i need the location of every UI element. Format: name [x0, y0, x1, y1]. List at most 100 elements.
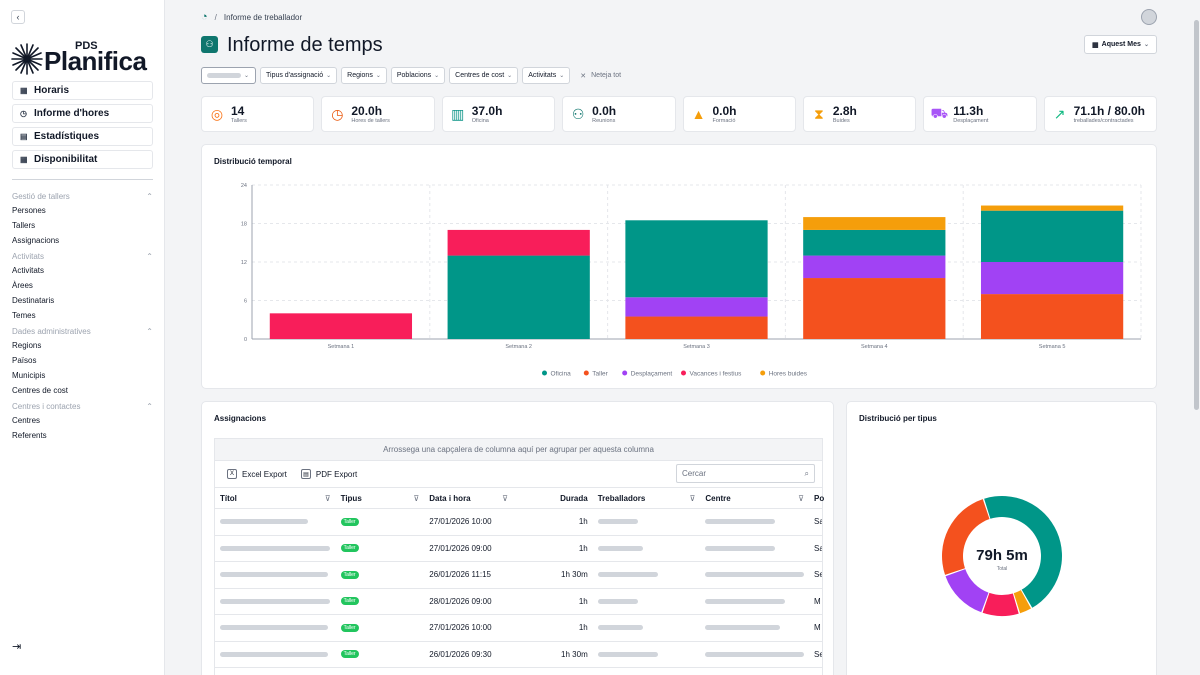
excel-export-button[interactable]: X Excel Export: [227, 469, 287, 479]
nav-municipis[interactable]: Municipis: [12, 371, 46, 380]
table-row[interactable]: Taller 26/01/2026 09:30 1h 30m Se: [215, 642, 822, 668]
bar-segment[interactable]: [980, 262, 1124, 295]
bar-segment[interactable]: [803, 255, 946, 279]
filter-activitats[interactable]: Activitats ⌄: [522, 67, 571, 84]
filter-regions[interactable]: Regions ⌄: [341, 67, 387, 84]
filter-icon[interactable]: ⊽: [413, 493, 420, 503]
logout-icon[interactable]: ⇥: [12, 641, 22, 653]
bar-segment[interactable]: [447, 229, 590, 256]
graduation-icon: ▲: [691, 106, 706, 122]
kpi-treballades: ↗ 71.1h / 80.0h treballades/contractades: [1043, 96, 1157, 132]
nav-paisos[interactable]: Països: [12, 356, 37, 365]
nav-arees[interactable]: Àrees: [12, 281, 33, 290]
period-select[interactable]: ▦ Aquest Mes ⌄: [1084, 35, 1157, 54]
bar-segment[interactable]: [625, 220, 768, 298]
table-row[interactable]: Taller 27/01/2026 09:00 1h Sa: [215, 536, 822, 562]
filter-tipus-assignacio[interactable]: Tipus d'assignació ⌄: [260, 67, 338, 84]
kpi-oficina: ▥ 37.0h Oficina: [441, 96, 556, 132]
filter-icon[interactable]: ⊽: [324, 493, 331, 503]
table-row[interactable]: Taller 28/01/2026 09:00 1h M: [215, 589, 822, 615]
legend-label[interactable]: Vacances i festius: [690, 371, 743, 378]
donut-slice[interactable]: [942, 499, 990, 575]
bar-segment[interactable]: [980, 294, 1124, 339]
bar-segment[interactable]: [980, 210, 1124, 262]
bar-segment[interactable]: [803, 229, 946, 256]
cell-datetime: 27/01/2026 10:00: [429, 517, 492, 527]
nav-estadistiques[interactable]: ▤ Estadístiques: [12, 127, 153, 146]
nav-regions[interactable]: Regions: [12, 341, 42, 350]
col-centre[interactable]: Centre ⊽: [700, 488, 809, 508]
nav-informe-hores[interactable]: ◷ Informe d'hores: [12, 104, 153, 123]
legend-label[interactable]: Oficina: [551, 371, 572, 378]
col-durada[interactable]: Durada: [513, 488, 593, 508]
col-titol[interactable]: Títol ⊽: [215, 488, 336, 508]
bar-segment[interactable]: [803, 217, 946, 230]
legend-label[interactable]: Hores buides: [769, 371, 808, 378]
kpi-value: 11.3h: [953, 103, 984, 118]
filter-worker[interactable]: ⌄: [201, 67, 256, 84]
col-po[interactable]: Po: [809, 488, 824, 508]
col-treballadors[interactable]: Treballadors ⊽: [593, 488, 701, 508]
filter-icon[interactable]: ⊽: [689, 493, 696, 503]
filter-poblacions[interactable]: Poblacions ⌄: [390, 67, 446, 84]
nav-centres[interactable]: Centres: [12, 416, 41, 425]
group-gestio-tallers[interactable]: Gestió de tallers ⌃: [12, 190, 153, 203]
donut-slice[interactable]: [984, 496, 1062, 608]
pdf-export-button[interactable]: ▤ PDF Export: [300, 469, 357, 479]
scrollbar-thumb[interactable]: [1194, 20, 1199, 410]
kpi-value: 71.1h / 80.0h: [1073, 103, 1145, 118]
legend-label[interactable]: Taller: [592, 371, 608, 378]
nav-persones[interactable]: Persones: [12, 206, 46, 215]
bar-chart: 0 6 12 18 24 Setmana 1 Setmana 2 Setmana 3 Setma…: [241, 183, 1142, 378]
home-logo-icon[interactable]: ◔: [201, 11, 208, 23]
donut-slice[interactable]: [982, 592, 1019, 616]
kpi-value: 20.0h: [351, 103, 383, 118]
breadcrumb-current: Informe de treballador: [223, 12, 303, 22]
avatar[interactable]: [1141, 9, 1157, 25]
legend-label[interactable]: Desplaçament: [631, 371, 673, 378]
car-icon: ⛟: [930, 104, 949, 121]
donut-slice[interactable]: [1013, 590, 1032, 614]
collapse-sidebar-button[interactable]: ‹: [11, 10, 25, 24]
filter-centres-cost[interactable]: Centres de cost ⌄: [449, 67, 519, 84]
bar-segment[interactable]: [803, 278, 946, 339]
table-row[interactable]: Taller 27/01/2026 10:00 1h M: [215, 615, 822, 642]
bar-segment[interactable]: [447, 255, 590, 339]
clear-filters-button[interactable]: ✕ Neteja tot: [580, 72, 621, 80]
nav-destinataris[interactable]: Destinataris: [12, 296, 55, 305]
group-centres-contactes[interactable]: Centres i contactes ⌃: [12, 400, 153, 413]
nav-assignacions[interactable]: Assignacions: [12, 236, 60, 245]
nav-label: Estadístiques: [34, 131, 100, 142]
nav-disponibilitat[interactable]: ▦ Disponibilitat: [12, 150, 153, 169]
cell-duration: 1h 30m: [561, 570, 588, 580]
nav-centres-cost[interactable]: Centres de cost: [12, 386, 69, 395]
donut-slice[interactable]: [945, 569, 989, 613]
group-activitats[interactable]: Activitats ⌃: [12, 250, 153, 263]
bar-segment[interactable]: [980, 205, 1124, 211]
redacted-value: [597, 545, 643, 551]
bar-segment[interactable]: [625, 297, 768, 317]
bar-segment[interactable]: [625, 316, 768, 339]
group-drop-zone[interactable]: Arrossega una capçalera de columna aquí …: [215, 439, 822, 461]
table-header: Títol ⊽ Tipus ⊽ Data i hora ⊽ Durada Trebal…: [215, 487, 824, 509]
col-tipus[interactable]: Tipus ⊽: [336, 488, 425, 508]
filter-icon[interactable]: ⊽: [502, 493, 508, 503]
cell-type: Taller: [336, 642, 425, 668]
excel-label: Excel Export: [242, 469, 287, 479]
nav-activitats[interactable]: Activitats: [12, 266, 45, 275]
bar-segment[interactable]: [269, 313, 413, 339]
nav-temes[interactable]: Temes: [12, 311, 36, 320]
redacted-value: [220, 519, 308, 525]
kpi-value: 0.0h: [712, 103, 737, 118]
nav-tallers[interactable]: Tallers: [12, 221, 36, 230]
filter-label: Centres de cost: [455, 72, 505, 79]
col-data-hora[interactable]: Data i hora ⊽: [424, 488, 513, 508]
nav-referents[interactable]: Referents: [12, 431, 47, 440]
table-row[interactable]: Taller 26/01/2026 11:15 1h 30m Se: [215, 562, 822, 589]
table-row[interactable]: Taller 27/01/2026 10:00 1h Sa: [215, 509, 822, 536]
search-input[interactable]: Cercar ⌕: [676, 464, 815, 483]
nav-horaris[interactable]: ▦ Horaris: [12, 81, 153, 100]
group-title: Centres i contactes: [12, 402, 81, 411]
filter-icon[interactable]: ⊽: [798, 493, 804, 503]
group-dades-administratives[interactable]: Dades administratives ⌃: [12, 325, 153, 338]
